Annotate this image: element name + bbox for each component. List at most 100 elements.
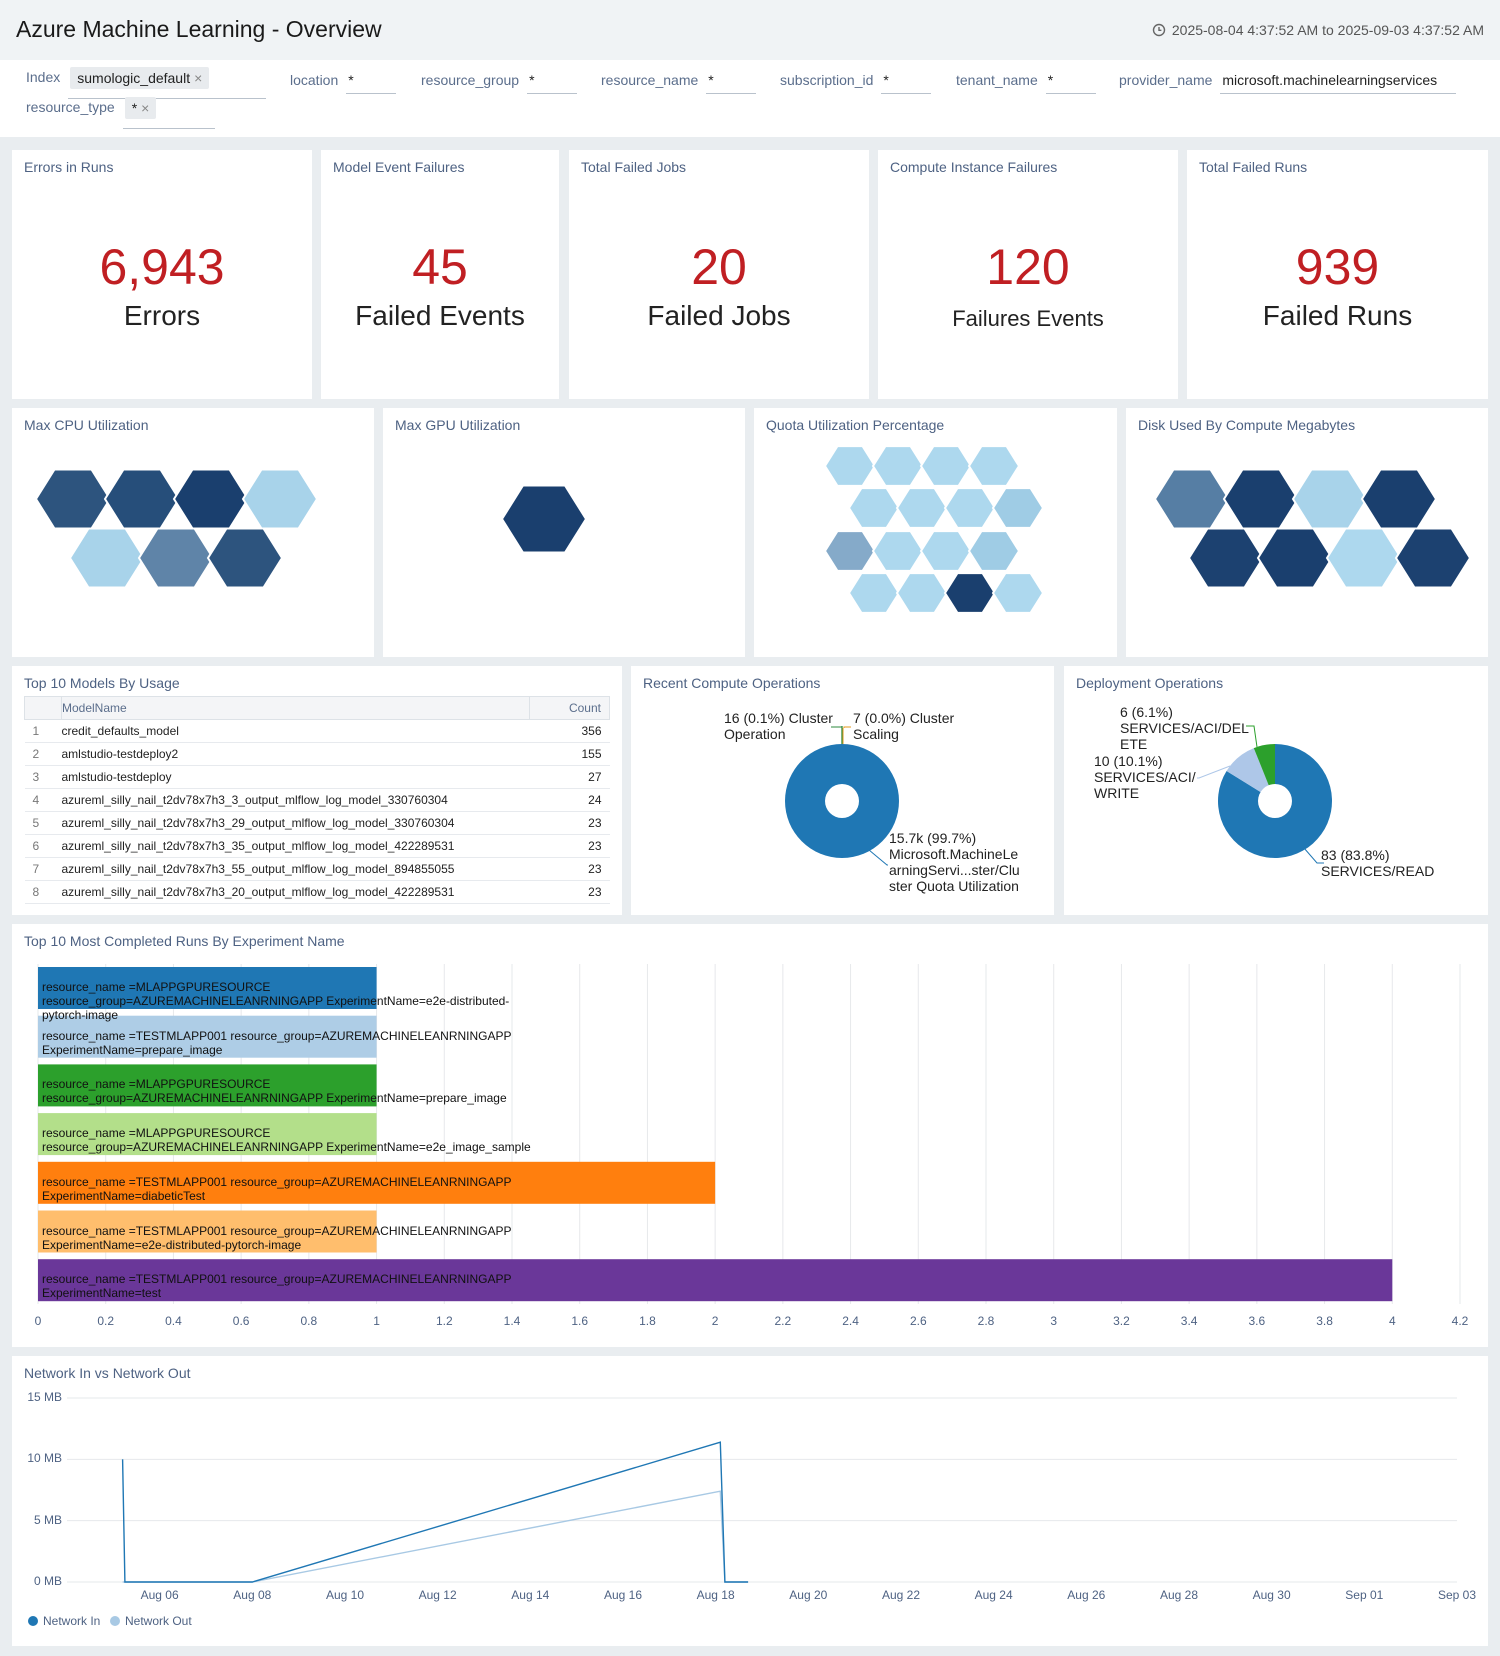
x-tick-label: Aug 22: [881, 1588, 921, 1602]
honeycomb-chart: [1153, 468, 1472, 589]
filter-resource-type-input[interactable]: * ×: [122, 97, 215, 129]
kpi-value: 20: [691, 239, 747, 295]
x-tick-label: Aug 24: [974, 1588, 1013, 1602]
table-row[interactable]: 4 azureml_silly_nail_t2dv78x7h3_3_output_…: [24, 788, 610, 812]
legend-label: Network In: [43, 1614, 101, 1628]
honeycomb-cell[interactable]: [500, 484, 588, 554]
filter-subscription-id-input[interactable]: *: [881, 70, 932, 94]
leader-line: [1197, 765, 1231, 779]
honeycomb-cell[interactable]: [1153, 468, 1231, 530]
honeycomb-cell[interactable]: [1360, 468, 1438, 530]
honeycomb-cell[interactable]: [967, 445, 1021, 487]
filter-index-input[interactable]: sumologic_default ×: [68, 67, 267, 99]
x-tick-label: Aug 18: [696, 1588, 735, 1602]
panel-title: Errors in Runs: [24, 159, 114, 175]
honeycomb-cell[interactable]: [103, 468, 181, 530]
honeycomb-cell[interactable]: [1291, 468, 1369, 530]
y-tick-label: 10 MB: [27, 1451, 62, 1466]
filter-bar: Index sumologic_default × location * reso…: [0, 60, 1500, 137]
honeycomb-cell[interactable]: [871, 445, 925, 487]
honeycomb-cell[interactable]: [943, 487, 997, 529]
bar[interactable]: [38, 1015, 377, 1058]
honeycomb-cell[interactable]: [967, 530, 1021, 572]
filter-tenant-name-input[interactable]: *: [1045, 70, 1096, 94]
honeycomb-cell[interactable]: [1325, 527, 1403, 589]
table-header-count[interactable]: Count: [529, 696, 610, 720]
table-row[interactable]: 3 amlstudio-testdeploy 27: [24, 765, 610, 789]
donut-chart: [785, 726, 899, 866]
table-row[interactable]: 7 azureml_silly_nail_t2dv78x7h3_55_output…: [24, 857, 610, 881]
honeycomb-cell[interactable]: [68, 527, 146, 589]
kpi-unit: Failed Events: [355, 300, 525, 331]
remove-chip-icon[interactable]: ×: [194, 70, 203, 86]
honeycomb-cell[interactable]: [1394, 527, 1472, 589]
honeycomb-cell[interactable]: [823, 445, 877, 487]
honeycomb-cell[interactable]: [919, 530, 973, 572]
filter-resource-type[interactable]: resource_type * ×: [26, 97, 215, 129]
table-row[interactable]: 5 azureml_silly_nail_t2dv78x7h3_29_output…: [24, 811, 610, 835]
pie-slice[interactable]: [1226, 748, 1275, 801]
x-tick-label: 0.8: [300, 1314, 318, 1328]
honeycomb-cell[interactable]: [991, 572, 1045, 614]
x-tick-label: 4: [1388, 1314, 1396, 1328]
bar-label: resource_name =MLAPPGPURESOURCE resource…: [42, 1126, 531, 1155]
filter-provider-name-input[interactable]: microsoft.machinelearningservices: [1220, 70, 1457, 94]
leader-line: [1303, 847, 1324, 864]
honeycomb-cell[interactable]: [895, 487, 949, 529]
table-header-modelname[interactable]: ModelName: [61, 696, 530, 720]
filter-location[interactable]: location *: [290, 70, 397, 94]
honeycomb-cell[interactable]: [823, 530, 877, 572]
panel-compute-operations: Recent Compute Operations 16 (0.1%) Clus…: [631, 666, 1054, 915]
honeycomb-cell[interactable]: [871, 530, 925, 572]
honeycomb-cell[interactable]: [895, 572, 949, 614]
legend-network-out[interactable]: Network Out: [110, 1614, 192, 1628]
table-row[interactable]: 8 azureml_silly_nail_t2dv78x7h3_20_output…: [24, 880, 610, 904]
honeycomb-cell[interactable]: [241, 468, 319, 530]
filter-resource-name-input[interactable]: *: [706, 70, 757, 94]
filter-index[interactable]: Index sumologic_default ×: [26, 67, 267, 99]
filter-resource-group[interactable]: resource_group *: [421, 70, 578, 94]
honeycomb-cell[interactable]: [206, 527, 284, 589]
honeycomb-cell[interactable]: [1256, 527, 1334, 589]
kpi-value: 6,943: [99, 239, 225, 295]
bar[interactable]: [38, 1210, 377, 1253]
honeycomb-cell[interactable]: [847, 572, 901, 614]
x-tick-label: Sep 03: [1437, 1588, 1477, 1602]
filter-chip-resource-type[interactable]: * ×: [124, 97, 157, 119]
filter-tenant-name[interactable]: tenant_name *: [956, 70, 1096, 94]
filter-resource-group-input[interactable]: *: [527, 70, 578, 94]
filter-resource-name[interactable]: resource_name *: [601, 70, 757, 94]
honeycomb-cell[interactable]: [137, 527, 215, 589]
honeycomb-disk-used: Disk Used By Compute Megabytes: [1126, 408, 1488, 657]
honeycomb-cell[interactable]: [991, 487, 1045, 529]
legend-network-in[interactable]: Network In: [28, 1614, 100, 1628]
bar[interactable]: [38, 967, 377, 1009]
bar[interactable]: [38, 1113, 377, 1156]
honeycomb-cell[interactable]: [847, 487, 901, 529]
table-row[interactable]: 6 azureml_silly_nail_t2dv78x7h3_35_output…: [24, 834, 610, 858]
filter-subscription-id[interactable]: subscription_id *: [780, 70, 932, 94]
honeycomb-cell[interactable]: [943, 572, 997, 614]
remove-chip-icon[interactable]: ×: [141, 100, 150, 116]
filter-provider-name[interactable]: provider_name microsoft.machinelearnings…: [1119, 70, 1457, 94]
time-range-picker[interactable]: 2025-08-04 4:37:52 AM to 2025-09-03 4:37…: [1152, 22, 1484, 38]
honeycomb-cell[interactable]: [1222, 468, 1300, 530]
model-name-cell: azureml_silly_nail_t2dv78x7h3_55_output_…: [61, 857, 530, 881]
x-tick-label: 1.6: [571, 1314, 589, 1328]
honeycomb-cell[interactable]: [34, 468, 112, 530]
bar[interactable]: [38, 1064, 377, 1107]
filter-location-input[interactable]: *: [346, 70, 397, 94]
table-row[interactable]: 2 amlstudio-testdeploy2 155: [24, 742, 610, 766]
series-line[interactable]: [122, 1490, 749, 1583]
honeycomb-cell[interactable]: [919, 445, 973, 487]
clock-icon: [1152, 23, 1166, 37]
x-tick-label: Aug 28: [1159, 1588, 1199, 1602]
table-row[interactable]: 1 credit_defaults_model 356: [24, 719, 610, 743]
bar[interactable]: [38, 1161, 716, 1204]
bar[interactable]: [38, 1259, 1393, 1302]
filter-tenant-name-label: tenant_name: [956, 72, 1038, 88]
filter-chip-index[interactable]: sumologic_default ×: [70, 67, 210, 89]
series-line[interactable]: [121, 1441, 749, 1583]
honeycomb-cell[interactable]: [1187, 527, 1265, 589]
honeycomb-cell[interactable]: [172, 468, 250, 530]
